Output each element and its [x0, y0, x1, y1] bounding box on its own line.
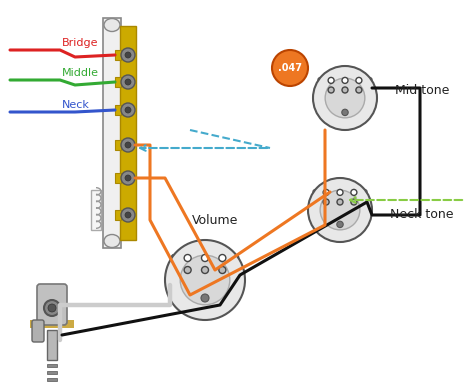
Bar — [47, 364, 57, 367]
Text: Middle: Middle — [62, 68, 99, 78]
Circle shape — [219, 254, 226, 261]
Circle shape — [219, 266, 226, 274]
Circle shape — [121, 171, 135, 185]
Circle shape — [320, 190, 360, 230]
FancyBboxPatch shape — [313, 190, 367, 210]
Bar — [115, 210, 121, 220]
Text: Volume: Volume — [192, 213, 238, 227]
Bar — [47, 371, 57, 374]
FancyBboxPatch shape — [37, 284, 67, 325]
Circle shape — [125, 175, 131, 181]
Circle shape — [125, 107, 131, 113]
Circle shape — [201, 266, 209, 274]
Text: Neck tone: Neck tone — [390, 208, 454, 222]
Circle shape — [272, 50, 308, 86]
Circle shape — [323, 199, 329, 205]
Bar — [103, 18, 121, 248]
Bar — [115, 50, 121, 60]
Ellipse shape — [104, 19, 120, 32]
Circle shape — [323, 190, 329, 195]
Circle shape — [328, 87, 334, 93]
Circle shape — [201, 294, 209, 302]
Circle shape — [165, 240, 245, 320]
Text: Neck: Neck — [62, 100, 90, 110]
Circle shape — [44, 300, 60, 316]
Ellipse shape — [104, 235, 120, 247]
Circle shape — [325, 78, 365, 118]
FancyBboxPatch shape — [318, 78, 372, 98]
Circle shape — [184, 254, 191, 261]
Circle shape — [351, 190, 357, 195]
Bar — [115, 173, 121, 183]
Text: .047: .047 — [278, 63, 302, 73]
Circle shape — [356, 78, 362, 83]
Circle shape — [356, 87, 362, 93]
Circle shape — [184, 266, 191, 274]
Circle shape — [48, 304, 56, 312]
Circle shape — [342, 78, 348, 83]
Circle shape — [337, 199, 343, 205]
Circle shape — [125, 212, 131, 218]
Bar — [115, 140, 121, 150]
Circle shape — [351, 199, 357, 205]
Circle shape — [342, 87, 348, 93]
Bar — [30, 320, 74, 328]
Bar — [47, 378, 57, 381]
Circle shape — [121, 138, 135, 152]
FancyBboxPatch shape — [172, 255, 238, 281]
Circle shape — [337, 221, 343, 228]
Circle shape — [201, 254, 209, 261]
Circle shape — [308, 178, 372, 242]
Circle shape — [121, 208, 135, 222]
FancyBboxPatch shape — [32, 320, 44, 342]
Bar — [120, 26, 136, 240]
Circle shape — [121, 75, 135, 89]
Bar — [115, 105, 121, 115]
Circle shape — [180, 255, 230, 305]
Circle shape — [313, 66, 377, 130]
Circle shape — [328, 78, 334, 83]
Text: Mid tone: Mid tone — [395, 83, 449, 96]
Circle shape — [121, 48, 135, 62]
Bar — [115, 77, 121, 87]
Circle shape — [121, 103, 135, 117]
Bar — [47, 330, 57, 360]
Bar — [91, 190, 101, 230]
Circle shape — [125, 79, 131, 85]
Circle shape — [125, 52, 131, 58]
Circle shape — [342, 109, 348, 115]
Text: Bridge: Bridge — [62, 38, 99, 48]
Circle shape — [337, 190, 343, 195]
Circle shape — [125, 142, 131, 148]
